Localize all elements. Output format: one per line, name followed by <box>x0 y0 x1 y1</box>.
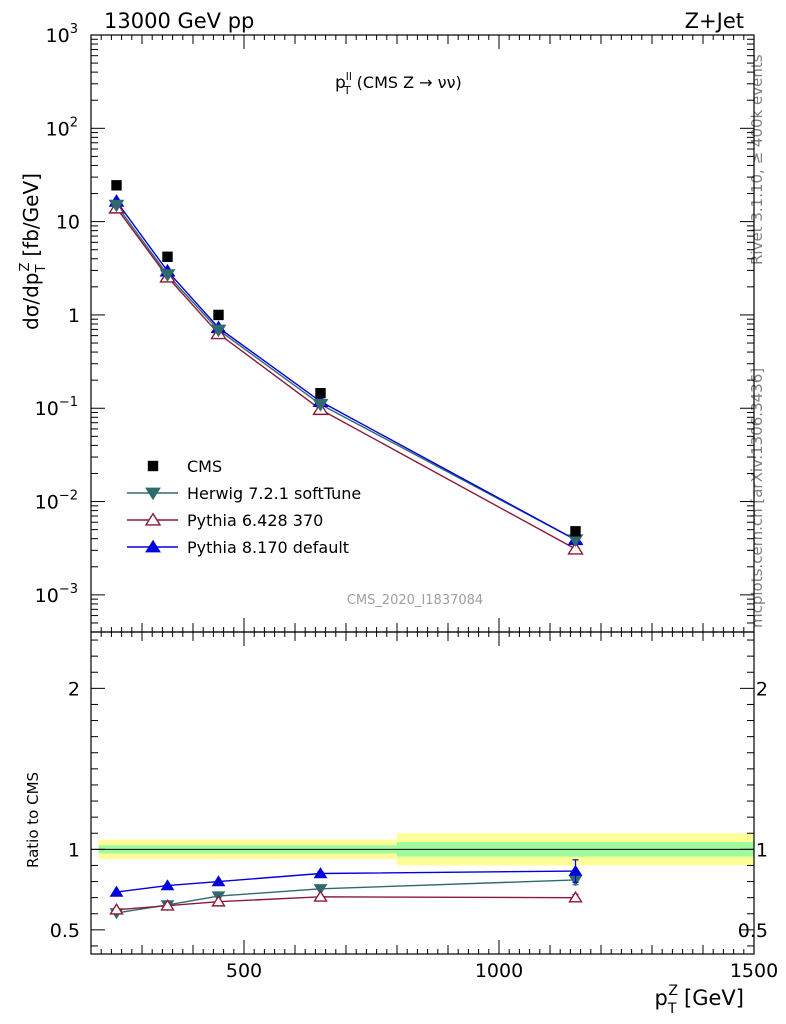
data-point-cms <box>213 309 224 321</box>
data-point-cms <box>570 526 581 537</box>
plot-title: pll T (CMS Z → νν) <box>335 70 462 97</box>
y-tick-label: 1 <box>68 305 80 327</box>
analysis-watermark: CMS_2020_I1837084 <box>347 593 483 608</box>
main-axis-ticks <box>90 35 755 633</box>
rivet-label: Rivet 3.1.10, ≥ 400k events <box>748 54 766 265</box>
y-tick-label: 10 <box>56 212 80 234</box>
ratio-y-tick-label-right: 2 <box>756 678 768 700</box>
legend-marker-pythia8 <box>145 539 161 553</box>
data-point-cms <box>315 387 326 399</box>
ratio-point-pythia6 <box>109 903 124 915</box>
legend-marker-herwig <box>145 487 161 501</box>
legend-marker-cms <box>147 460 159 472</box>
process-label: Z+Jet <box>685 9 744 33</box>
legend-label-pythia6: Pythia 6.428 370 <box>187 511 323 530</box>
energy-label: 13000 GeV pp <box>104 9 254 33</box>
ratio-point-pythia8 <box>313 867 328 879</box>
ratio-point-pythia6 <box>313 890 328 902</box>
main-series <box>108 180 584 555</box>
x-tick-label: 1000 <box>475 960 523 982</box>
mcplots-label: mcplots.cern.ch [arXiv:1306.3436] <box>748 368 766 628</box>
ratio-point-pythia8 <box>211 875 226 887</box>
y-tick-label: 10−2 <box>35 489 78 514</box>
y-tick-label: 102 <box>46 115 78 140</box>
ratio-y-tick-label-right: 0.5 <box>738 920 768 942</box>
ratio-y-tick-label: 2 <box>68 678 80 700</box>
ratio-point-herwig <box>313 884 328 896</box>
data-point-herwig <box>108 199 125 213</box>
x-tick-label: 1500 <box>730 960 778 982</box>
data-point-herwig <box>312 398 329 412</box>
x-axis-label: pTZ [GeV] <box>655 983 744 1017</box>
ratio-series <box>109 859 583 920</box>
legend-label-herwig: Herwig 7.2.1 softTune <box>187 484 361 503</box>
ratio-point-pythia6 <box>160 898 175 911</box>
ratio-y-tick-labels: 0.5 0.5 1 1 2 2 <box>50 678 768 942</box>
ratio-y-tick-label: 1 <box>68 839 80 861</box>
ratio-point-pythia8 <box>160 879 175 891</box>
ratio-frame <box>90 631 755 955</box>
data-point-herwig <box>210 324 227 338</box>
legend: CMS Herwig 7.2.1 softTune Pythia 6.428 370… <box>127 457 361 557</box>
legend-label-cms: CMS <box>187 457 222 476</box>
ratio-line-pythia8 <box>116 870 576 893</box>
data-point-cms <box>162 251 173 262</box>
data-point-pythia6 <box>567 541 584 555</box>
legend-label-pythia8: Pythia 8.170 default <box>187 538 349 557</box>
data-point-herwig <box>159 269 176 282</box>
ratio-point-pythia6 <box>568 890 583 903</box>
legend-marker-pythia6 <box>144 512 162 526</box>
ratio-y-tick-label: 0.5 <box>50 920 80 942</box>
ratio-x-tick-labels: 500 1000 1500 <box>226 960 778 982</box>
main-y-axis-label: dσ/dpTZ[fb/GeV] <box>18 173 49 330</box>
ratio-point-pythia8 <box>568 864 583 876</box>
ratio-point-pythia8 <box>109 885 124 897</box>
ratio-line-pythia6 <box>116 896 576 911</box>
ratio-y-axis-label: Ratio to CMS <box>24 772 42 868</box>
ratio-panel: 0.5 0.5 1 1 2 2 500 1000 1500 Ratio to CMS pTZ[… <box>24 631 778 1017</box>
ratio-y-tick-label-right: 1 <box>756 839 768 861</box>
x-tick-label: 500 <box>226 960 262 982</box>
y-tick-label: 10−1 <box>35 395 78 420</box>
y-tick-label: 103 <box>46 22 78 47</box>
ratio-axis-ticks <box>90 632 755 954</box>
ratio-point-pythia6 <box>211 894 226 907</box>
data-point-cms <box>111 180 122 191</box>
y-tick-label: 10−3 <box>35 582 78 607</box>
